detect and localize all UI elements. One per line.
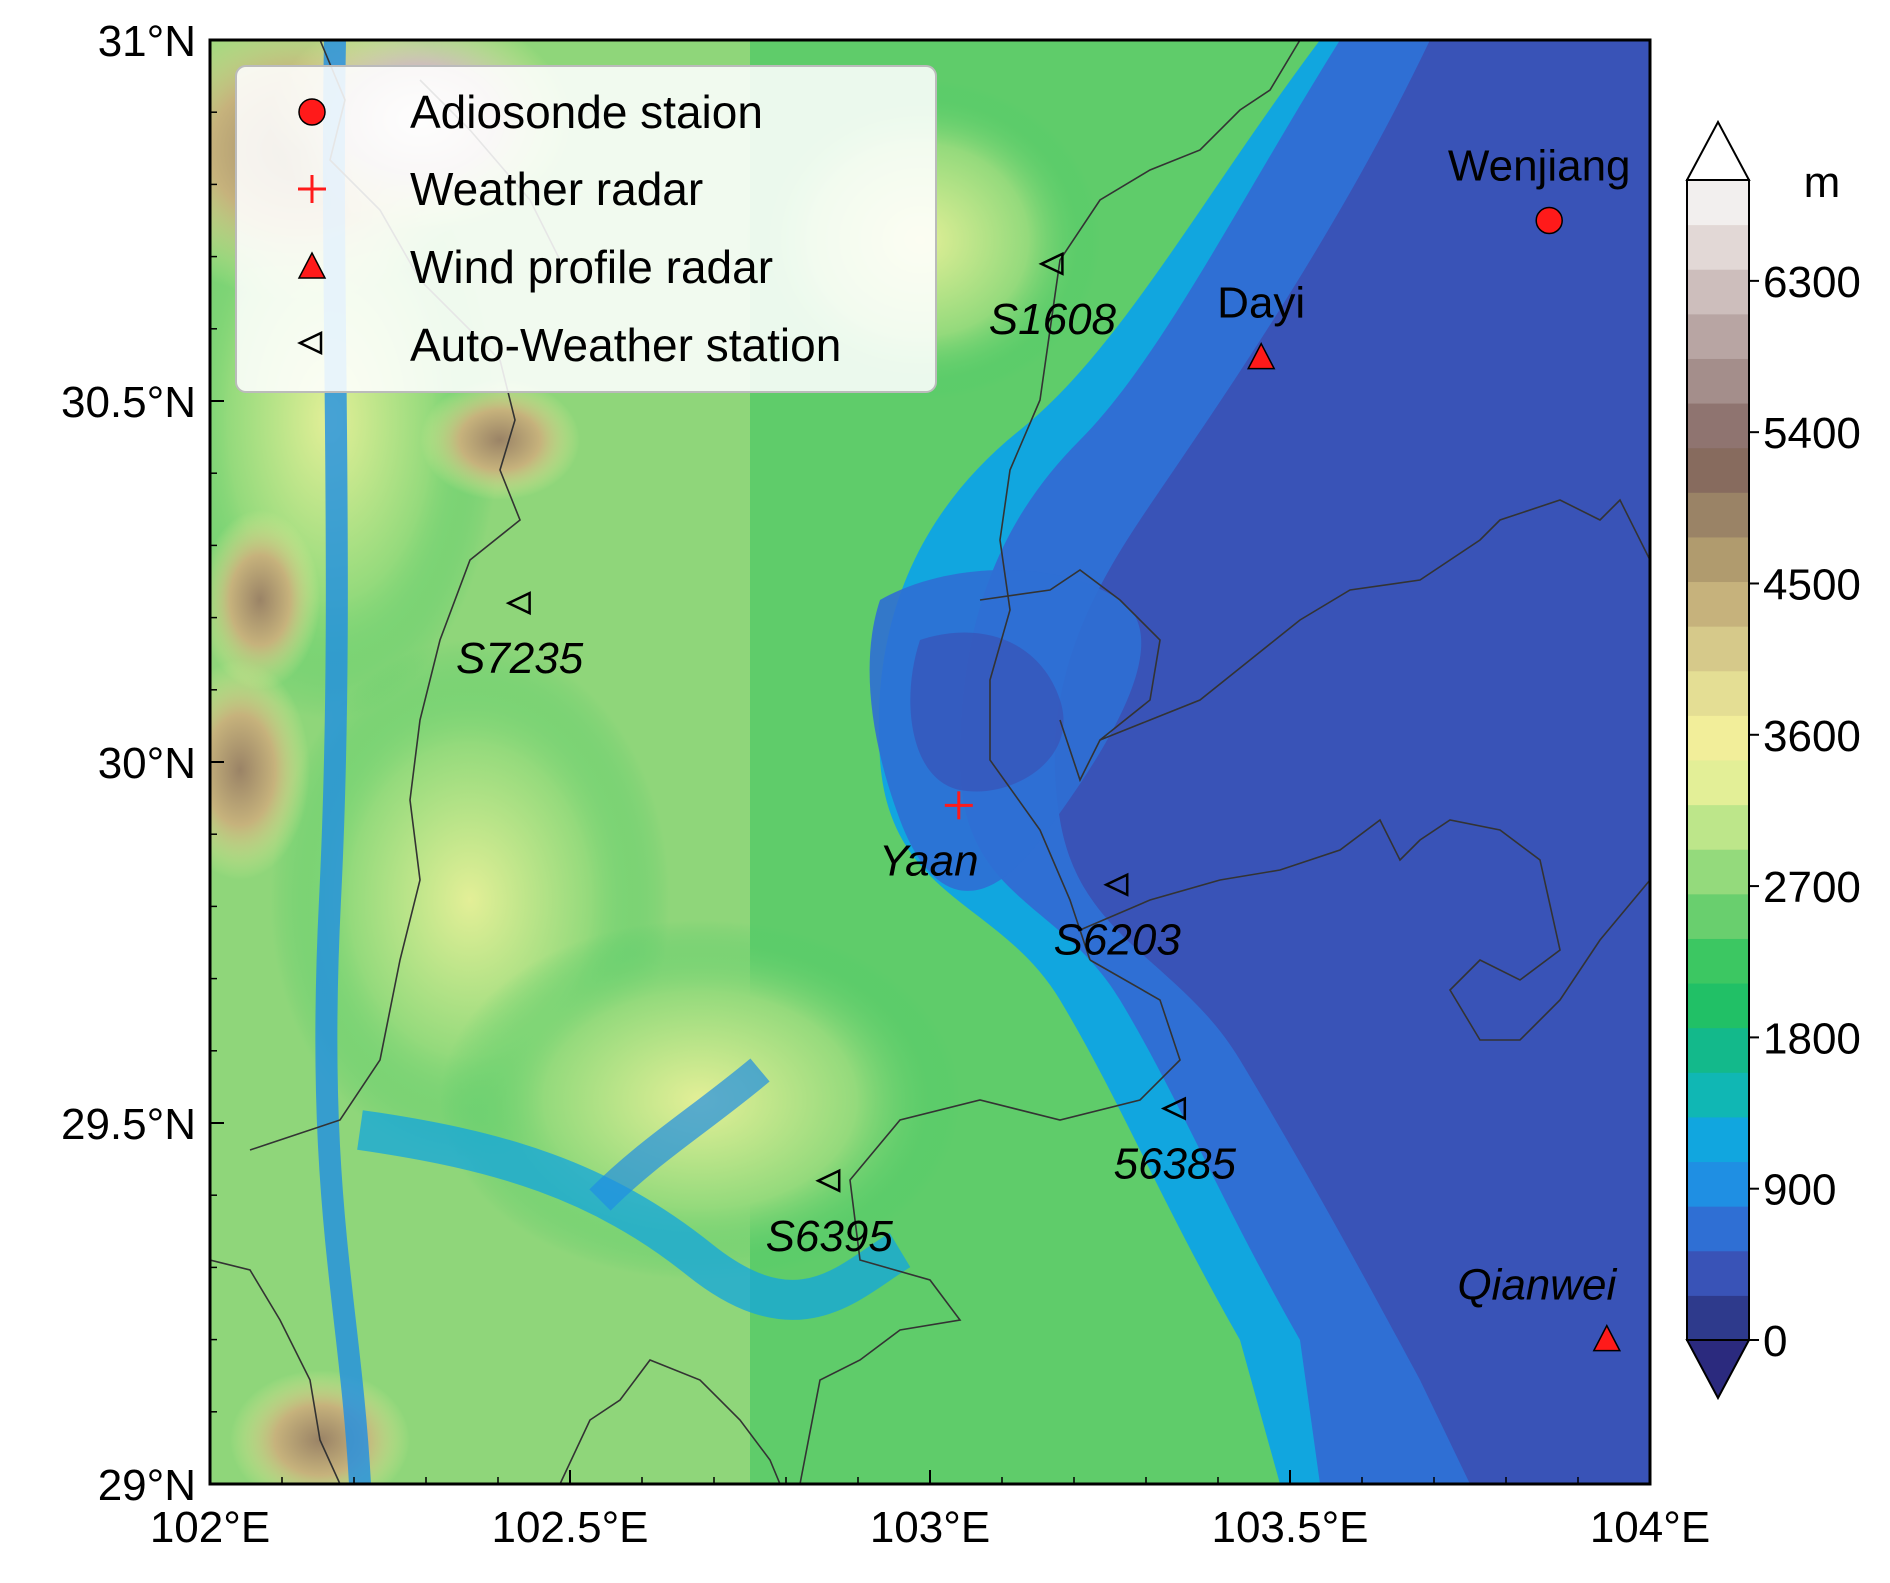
circle-icon bbox=[1535, 206, 1563, 235]
site-s7235: S7235 bbox=[456, 591, 584, 683]
colorbar-tick-label: 5400 bbox=[1763, 409, 1861, 458]
legend-item-auto-weather: Auto-Weather station bbox=[297, 319, 841, 371]
colorbar-bin bbox=[1687, 1161, 1749, 1207]
legend-label: Adiosonde staion bbox=[410, 86, 763, 138]
colorbar-tick-label: 6300 bbox=[1763, 258, 1861, 307]
site-s1608: S1608 bbox=[989, 251, 1117, 344]
colorbar-bin bbox=[1687, 1295, 1749, 1341]
colorbar-bin bbox=[1687, 670, 1749, 716]
left-triangle-icon bbox=[815, 1168, 841, 1193]
site-label: Wenjiang bbox=[1448, 142, 1631, 191]
colorbar-bin bbox=[1687, 715, 1749, 761]
colorbar-bin bbox=[1687, 581, 1749, 627]
colorbar-bin bbox=[1687, 983, 1749, 1029]
colorbar-bin bbox=[1687, 626, 1749, 672]
colorbar-bin bbox=[1687, 447, 1749, 493]
colorbar-bin bbox=[1687, 358, 1749, 404]
site-wenjiang: Wenjiang bbox=[1448, 142, 1631, 235]
y-tick-label: 30°N bbox=[98, 739, 196, 788]
legend: Adiosonde staion Weather radar Wind prof… bbox=[235, 65, 937, 393]
left-triangle-icon bbox=[297, 331, 323, 355]
x-tick-label: 103.5°E bbox=[1211, 1503, 1368, 1552]
colorbar-bin bbox=[1687, 269, 1749, 315]
colorbar-bin bbox=[1687, 180, 1749, 226]
left-triangle-icon bbox=[1160, 1096, 1187, 1121]
colorbar-bin bbox=[1687, 536, 1749, 583]
colorbar-frame bbox=[1686, 179, 1750, 1341]
circle-icon bbox=[298, 98, 326, 126]
left-triangle-icon bbox=[505, 591, 531, 616]
legend-label: Wind profile radar bbox=[410, 241, 773, 293]
legend-label: Weather radar bbox=[410, 163, 703, 215]
colorbar-bin bbox=[1687, 313, 1749, 359]
colorbar-bin bbox=[1687, 492, 1749, 538]
site-label: S1608 bbox=[989, 295, 1117, 344]
triangle-icon bbox=[1246, 342, 1276, 370]
colorbar-bin bbox=[1687, 938, 1749, 984]
colorbar-bin bbox=[1687, 1027, 1749, 1073]
colorbar-max-extend bbox=[1685, 119, 1751, 181]
colorbar-bin bbox=[1687, 224, 1749, 270]
x-tick-label: 102°E bbox=[150, 1503, 270, 1552]
site-label: Qianwei bbox=[1457, 1261, 1617, 1310]
site-label: S6395 bbox=[766, 1212, 894, 1261]
colorbar-min-extend bbox=[1685, 1339, 1751, 1401]
site-s6203: S6203 bbox=[1054, 872, 1182, 965]
left-triangle-icon bbox=[1038, 251, 1064, 276]
colorbar-unit: m bbox=[1804, 158, 1841, 207]
colorbar-bin bbox=[1687, 804, 1749, 850]
site-dayi: Dayi bbox=[1217, 279, 1305, 370]
site-label: S7235 bbox=[456, 634, 584, 683]
colorbar-bin bbox=[1687, 893, 1749, 939]
colorbar-bin bbox=[1687, 760, 1749, 806]
legend-label: Auto-Weather station bbox=[410, 319, 841, 371]
colorbar-tick-label: 900 bbox=[1763, 1166, 1836, 1215]
x-tick-label: 104°E bbox=[1590, 1503, 1710, 1552]
site-yaan: Yaan bbox=[879, 791, 979, 885]
triangle-icon bbox=[297, 251, 327, 279]
site-qianwei: Qianwei bbox=[1457, 1261, 1622, 1352]
colorbar-bin bbox=[1687, 1206, 1749, 1252]
y-tick-label: 31°N bbox=[98, 17, 196, 66]
legend-item-wind-profile: Wind profile radar bbox=[297, 241, 773, 293]
site-label: Yaan bbox=[879, 836, 979, 885]
colorbar-tick-label: 4500 bbox=[1763, 560, 1861, 609]
colorbar-bin bbox=[1687, 1116, 1749, 1163]
y-tick-label: 29°N bbox=[98, 1461, 196, 1510]
colorbar-bin bbox=[1687, 1250, 1749, 1296]
y-tick-label: 30.5°N bbox=[61, 378, 196, 427]
plus-icon bbox=[298, 175, 326, 203]
colorbar-tick-label: 0 bbox=[1763, 1317, 1787, 1366]
colorbar-bin bbox=[1687, 849, 1749, 895]
colorbar-tick-label: 1800 bbox=[1763, 1014, 1861, 1063]
legend-item-radiosonde: Adiosonde staion bbox=[298, 86, 763, 138]
map-axes: 102°E 102.5°E 103°E 103.5°E 104°E 29°N 29.5°N 3… bbox=[61, 17, 1710, 1552]
x-tick-label: 102.5°E bbox=[491, 1503, 648, 1552]
site-label: 56385 bbox=[1114, 1140, 1237, 1189]
site-s6395: S6395 bbox=[766, 1168, 894, 1261]
left-triangle-icon bbox=[1103, 872, 1129, 897]
plus-icon bbox=[944, 791, 973, 820]
site-56385: 56385 bbox=[1114, 1096, 1237, 1189]
legend-box bbox=[235, 65, 937, 393]
legend-item-weather-radar: Weather radar bbox=[298, 163, 703, 215]
site-label: S6203 bbox=[1054, 916, 1182, 965]
colorbar-bin bbox=[1687, 403, 1749, 449]
site-label: Dayi bbox=[1217, 279, 1305, 328]
colorbar-bin bbox=[1687, 1072, 1749, 1118]
colorbar-tick-label: 3600 bbox=[1763, 712, 1861, 761]
station-markers: Wenjiang Dayi Qianwei Yaan S1608 S7235 S6203 56… bbox=[456, 142, 1631, 1352]
triangle-icon bbox=[1592, 1323, 1622, 1352]
y-tick-label: 29.5°N bbox=[61, 1100, 196, 1149]
x-tick-label: 103°E bbox=[870, 1503, 990, 1552]
colorbar-tick-label: 2700 bbox=[1763, 863, 1861, 912]
elevation-colorbar: 0 900 1800 2700 3600 4500 5400 6300 bbox=[1685, 119, 1861, 1401]
